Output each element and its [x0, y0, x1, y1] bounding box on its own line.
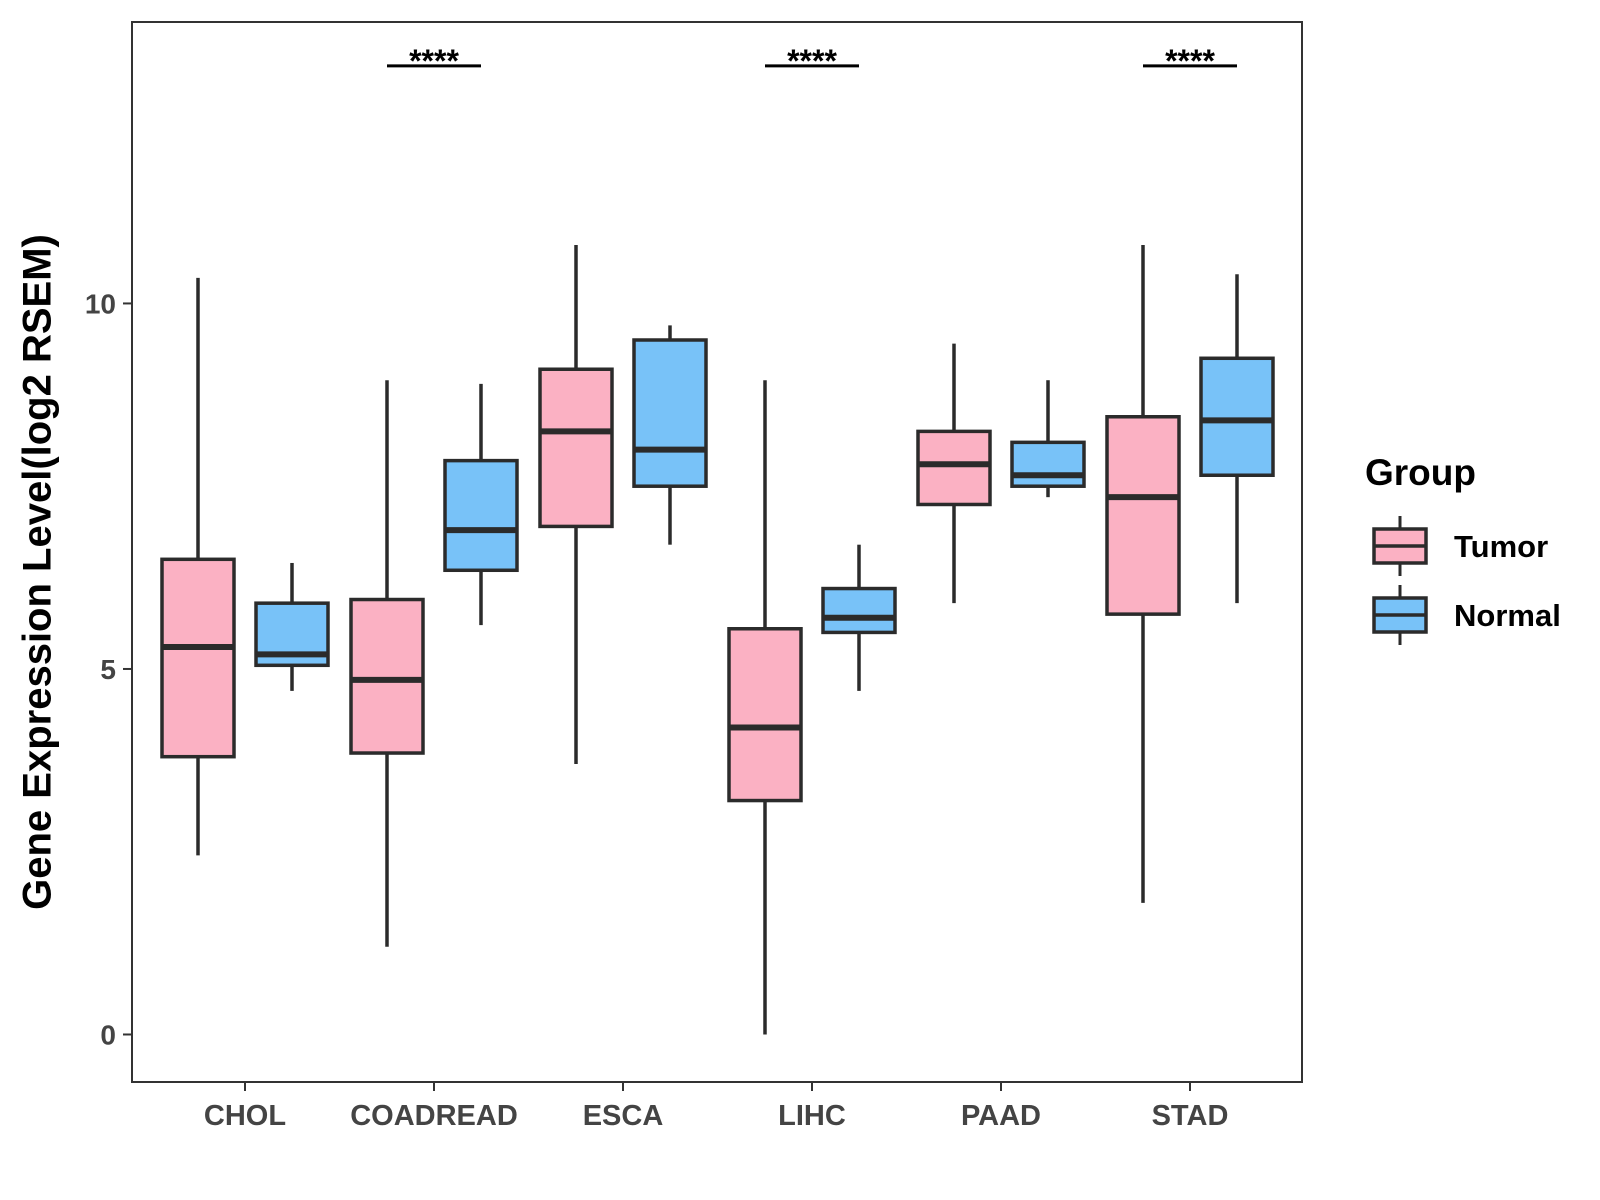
x-tick-label: PAAD [961, 1100, 1041, 1132]
box-normal-paad [1010, 380, 1086, 498]
box-body [727, 627, 803, 803]
x-tick-label: LIHC [778, 1100, 846, 1132]
legend-label: Normal [1454, 598, 1561, 633]
y-axis: 0 5 10 [85, 288, 132, 1050]
box-tumor-lihc [727, 380, 803, 1035]
x-tick-label: STAD [1152, 1100, 1229, 1132]
legend-item-tumor: Tumor [1372, 516, 1548, 576]
x-tick-label: CHOL [204, 1100, 286, 1132]
box-body [538, 367, 614, 529]
box-body [443, 458, 519, 573]
box-tumor-stad [1105, 244, 1181, 903]
legend-title: Group [1365, 452, 1476, 493]
x-tick-label: COADREAD [350, 1100, 518, 1132]
x-tick-label: ESCA [583, 1100, 664, 1132]
box-tumor-paad [916, 343, 992, 604]
box-body [1010, 440, 1086, 488]
y-tick-label: 5 [100, 654, 116, 685]
significance-layer: **** **** **** [387, 43, 1237, 79]
significance-label: **** [1165, 43, 1215, 79]
box-body [916, 429, 992, 507]
y-axis-title: Gene Expression Level(log2 RSEM) [16, 234, 60, 910]
box-normal-esca [632, 325, 708, 545]
box-layer [160, 244, 1275, 1035]
box-normal-stad [1199, 274, 1275, 604]
box-body [349, 597, 425, 755]
box-body [1199, 356, 1275, 477]
box-tumor-esca [538, 244, 614, 764]
legend-item-normal: Normal [1372, 585, 1561, 645]
y-tick-label: 10 [85, 288, 116, 319]
legend-label: Tumor [1454, 529, 1548, 564]
box-body [821, 586, 897, 635]
box-body [160, 557, 236, 759]
significance-label: **** [787, 43, 837, 79]
box-body [1105, 415, 1181, 616]
box-normal-coadread [443, 383, 519, 626]
box-tumor-coadread [349, 380, 425, 947]
legend: Group Tumor Normal [1365, 452, 1561, 645]
significance-label: **** [409, 43, 459, 79]
box-body [632, 338, 708, 488]
x-axis: CHOL COADREAD ESCA LIHC PAAD STAD [204, 1082, 1228, 1132]
box-tumor-chol [160, 277, 236, 856]
box-normal-lihc [821, 544, 897, 691]
box-normal-chol [254, 562, 330, 691]
y-tick-label: 0 [100, 1019, 116, 1050]
